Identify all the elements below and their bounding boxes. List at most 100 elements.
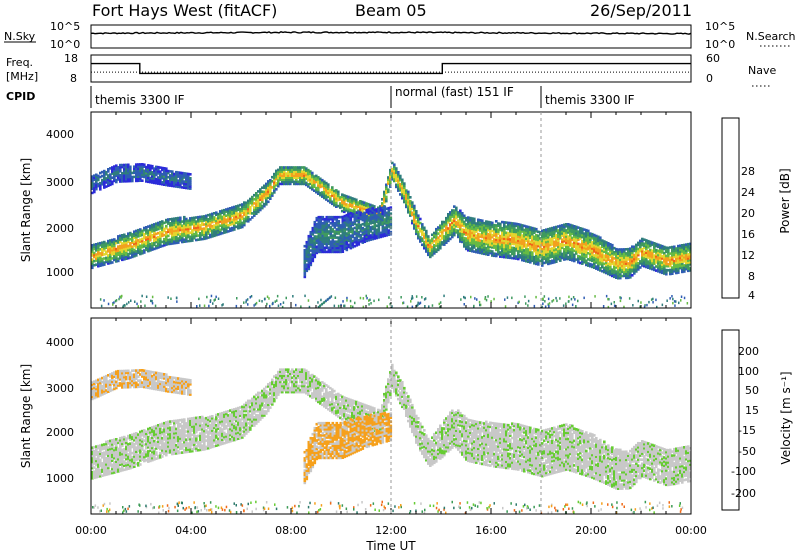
power-cell [397, 173, 400, 176]
velocity-cell [111, 453, 114, 456]
power-cell [485, 252, 488, 256]
power-cell [651, 243, 654, 246]
power-cell [461, 240, 464, 244]
power-cell [637, 299, 639, 303]
power-cell [121, 250, 124, 253]
nave-label: Nave [748, 64, 776, 77]
power-cell [253, 212, 256, 215]
velocity-cell [95, 445, 98, 448]
power-cell [115, 172, 118, 176]
power-cell [103, 240, 106, 244]
power-cell [589, 232, 592, 235]
power-cell [551, 228, 554, 232]
power-cell [157, 168, 160, 171]
power-cell [117, 168, 120, 171]
power-cell [317, 234, 321, 237]
power-cell [537, 230, 540, 234]
power-cell [119, 246, 122, 250]
power-cell [351, 199, 354, 202]
power-cell [646, 303, 648, 307]
velocity-cell [103, 455, 106, 459]
power-cell [113, 254, 116, 258]
power-cell [321, 238, 325, 241]
power-cell [661, 303, 664, 307]
power-cell [197, 226, 200, 229]
power-cell [553, 250, 556, 254]
power-cell [157, 176, 160, 179]
velocity-cell [95, 467, 98, 471]
power-cell [487, 249, 490, 252]
power-cell [527, 254, 530, 257]
power-cell [583, 244, 586, 248]
power-cell [303, 166, 306, 169]
power-cell [507, 248, 510, 251]
power-cell [571, 259, 574, 262]
power-cell [173, 241, 176, 245]
power-cell [609, 255, 612, 258]
power-cell [501, 255, 504, 259]
power-cell [333, 246, 337, 250]
power-cell [303, 253, 307, 256]
power-cell [209, 227, 212, 231]
power-cell [379, 211, 382, 214]
power-cell [95, 253, 98, 256]
power-cell [307, 170, 310, 174]
power-cell [341, 223, 345, 227]
cpid-mode-2: normal (fast) 151 IF [395, 85, 514, 99]
power-cell [331, 200, 334, 204]
power-cell [503, 225, 506, 228]
power-cell [325, 190, 328, 193]
velocity-cell [111, 449, 114, 452]
power-cell [601, 265, 604, 269]
power-cell [521, 248, 524, 252]
power-cell [521, 228, 524, 231]
power-cell [531, 230, 534, 234]
power-cell [543, 295, 546, 298]
power-cell [173, 180, 176, 184]
power-cell [515, 255, 518, 258]
velocity-cell [95, 461, 98, 465]
power-cell [335, 220, 339, 223]
power-cell [309, 176, 312, 179]
power-cell [585, 247, 588, 250]
power-cell [621, 262, 624, 265]
velocity-cell [109, 464, 112, 467]
power-cell [439, 230, 442, 234]
power-cell [619, 256, 622, 259]
power-cell [281, 172, 284, 175]
power-cell [433, 252, 436, 255]
power-cell [255, 212, 258, 215]
power-cell [93, 176, 96, 179]
power-cell [95, 245, 98, 248]
power-cell [135, 177, 138, 181]
power-cell [639, 243, 642, 247]
power-cell [362, 297, 365, 300]
power-cell [653, 256, 656, 259]
power-cell [413, 223, 416, 226]
power-cell [481, 252, 484, 255]
power-cell [519, 233, 522, 237]
power-cell [451, 235, 454, 239]
power-cell [107, 247, 110, 251]
power-cell [173, 184, 176, 188]
power-cell [137, 305, 139, 308]
power-cell [373, 231, 377, 234]
power-cell [349, 218, 353, 221]
power-cell [343, 220, 347, 224]
power-cell [371, 235, 375, 239]
power-cell [103, 257, 106, 260]
power-cell [387, 176, 390, 179]
power-cell [305, 183, 308, 187]
power-cell [355, 204, 358, 208]
power-cell [131, 171, 134, 175]
power-cell [193, 228, 196, 232]
power-cell [383, 208, 387, 211]
power-cell [343, 245, 347, 248]
power-cell [319, 179, 322, 183]
power-cell [425, 231, 428, 235]
power-cell [561, 254, 564, 258]
power-cell [497, 228, 500, 232]
power-cell [169, 184, 172, 187]
power-cell [315, 245, 319, 249]
power-cell [195, 228, 198, 232]
